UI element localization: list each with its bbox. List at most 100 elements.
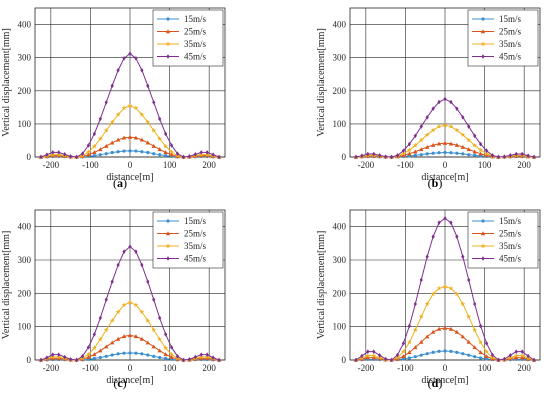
x-tick-label: -100: [397, 160, 414, 170]
data-point: [400, 151, 406, 156]
legend-marker: [166, 54, 170, 59]
data-point: [413, 133, 417, 139]
data-point: [520, 349, 524, 354]
data-point: [121, 334, 127, 339]
data-point: [407, 350, 412, 355]
data-point: [181, 357, 186, 363]
data-point: [91, 143, 97, 149]
data-point: [92, 356, 96, 361]
data-point: [204, 356, 210, 361]
data-point: [490, 153, 495, 158]
legend-marker: [480, 243, 486, 249]
data-point: [157, 336, 163, 342]
data-point: [455, 106, 459, 111]
data-point: [436, 141, 442, 146]
x-tick-label: 100: [478, 363, 492, 373]
x-tick-label: 0: [128, 160, 133, 170]
data-point: [419, 147, 424, 152]
data-point: [520, 151, 524, 157]
data-point: [365, 355, 371, 360]
data-point: [122, 56, 126, 61]
data-point: [158, 116, 162, 122]
data-point: [473, 355, 477, 359]
data-point: [419, 353, 423, 357]
data-point: [158, 315, 162, 321]
data-point: [431, 106, 435, 111]
data-point: [442, 284, 448, 289]
legend-entry-label: 25m/s: [499, 27, 522, 37]
data-point: [407, 356, 411, 360]
data-point: [496, 357, 501, 363]
legend-entry-label: 15m/s: [184, 216, 207, 226]
data-point: [151, 143, 156, 148]
data-point: [461, 114, 465, 120]
data-point: [372, 151, 376, 157]
data-point: [152, 152, 156, 156]
panel-caption-close: ): [438, 376, 442, 390]
data-point: [360, 153, 364, 158]
x-tick-label: 100: [478, 160, 492, 170]
data-point: [514, 349, 518, 354]
data-point: [479, 356, 483, 360]
data-point: [51, 352, 55, 357]
data-point: [419, 339, 424, 344]
data-point: [431, 151, 435, 155]
y-tick-label: 400: [18, 20, 32, 30]
chart-panel-4: -200 -100 0 100 200 0 100 200 300 400 distance[m] V…: [316, 209, 541, 390]
data-point: [436, 326, 442, 331]
chart-panel-2: -200 -100 0 100 200 0 100 200 300 400 distance[m] V…: [316, 7, 541, 190]
data-point: [365, 353, 371, 358]
data-point: [128, 51, 132, 56]
y-tick-label: 0: [342, 152, 347, 162]
data-point: [152, 100, 156, 105]
data-point: [57, 352, 61, 357]
data-point: [449, 99, 453, 105]
y-axis-label: Vertical displacement[mm]: [316, 28, 327, 137]
x-axis-label: distance[m]: [421, 172, 468, 183]
data-point: [437, 349, 441, 353]
data-point: [442, 122, 448, 128]
data-point: [472, 327, 478, 333]
data-point: [98, 355, 102, 360]
data-point: [437, 220, 441, 225]
axes-frame: [34, 209, 226, 361]
data-point: [140, 262, 144, 268]
data-point: [484, 151, 490, 156]
data-point: [187, 154, 191, 159]
y-tick-label: 100: [18, 119, 32, 129]
data-point: [164, 154, 168, 158]
data-point: [86, 143, 91, 148]
panel-caption-close: ): [123, 376, 127, 390]
panel-caption: (d): [428, 376, 443, 390]
data-point: [134, 249, 138, 254]
data-point: [140, 352, 144, 356]
data-point: [109, 318, 115, 323]
legend-marker: [165, 231, 171, 236]
data-point: [69, 154, 73, 159]
data-point: [74, 357, 79, 363]
y-tick-label: 100: [333, 322, 347, 332]
data-point: [103, 327, 109, 333]
data-point: [205, 352, 209, 357]
data-point: [431, 350, 435, 354]
legend-entry-label: 35m/s: [499, 241, 522, 251]
data-point: [164, 332, 168, 337]
data-point: [437, 151, 441, 155]
data-point: [478, 339, 484, 345]
data-point: [85, 351, 91, 357]
data-point: [401, 148, 406, 154]
data-point: [110, 279, 114, 284]
data-point: [454, 329, 460, 334]
data-point: [490, 356, 495, 361]
data-point: [109, 340, 115, 345]
data-point: [98, 147, 103, 152]
data-point: [467, 277, 471, 283]
data-point: [122, 249, 126, 254]
data-point: [384, 356, 388, 362]
data-point: [454, 127, 460, 133]
data-point: [157, 348, 162, 353]
data-point: [473, 301, 477, 307]
data-point: [460, 301, 466, 307]
x-tick-label: -200: [43, 363, 60, 373]
data-point: [473, 133, 477, 139]
